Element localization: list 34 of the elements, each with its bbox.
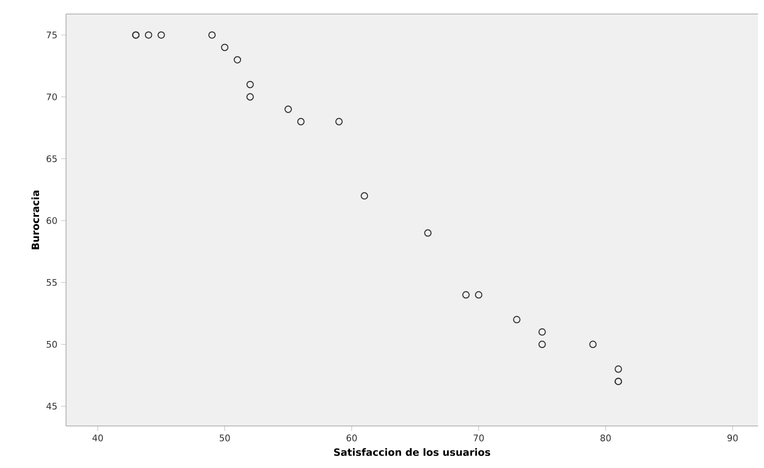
- y-tick-label: 70: [46, 93, 57, 100]
- point: [158, 31, 165, 39]
- point: [246, 80, 254, 88]
- point: [234, 56, 242, 64]
- point: [144, 31, 152, 39]
- y-axis-title: Burocracia: [31, 190, 40, 250]
- x-axis-title: Satisfaccion de los usuarios: [334, 448, 490, 456]
- point: [424, 229, 432, 237]
- point: [538, 328, 546, 336]
- point: [474, 291, 482, 299]
- y-tick-label: 75: [46, 32, 57, 38]
- point: [614, 365, 622, 373]
- y-tick-label: 55: [46, 279, 57, 286]
- point: [462, 291, 470, 299]
- point: [335, 118, 343, 126]
- point: [221, 44, 228, 52]
- point: [297, 118, 305, 126]
- point: [246, 93, 254, 101]
- point: [208, 31, 216, 39]
- x-tick-label: 60: [346, 434, 357, 442]
- x-tick-label: 50: [220, 434, 230, 442]
- y-tick-label: 65: [46, 155, 57, 162]
- x-tick-label: 90: [727, 434, 738, 442]
- x-tick-label: 70: [474, 434, 484, 442]
- point: [360, 192, 368, 200]
- y-tick-label: 45: [46, 402, 57, 410]
- point: [589, 340, 597, 348]
- x-tick-label: 40: [92, 434, 103, 442]
- y-tick-label: 50: [46, 340, 57, 348]
- x-tick-label: 80: [600, 434, 611, 442]
- y-tick-label: 60: [46, 217, 57, 224]
- point: [284, 106, 292, 113]
- point: [538, 340, 546, 348]
- point: [513, 316, 520, 324]
